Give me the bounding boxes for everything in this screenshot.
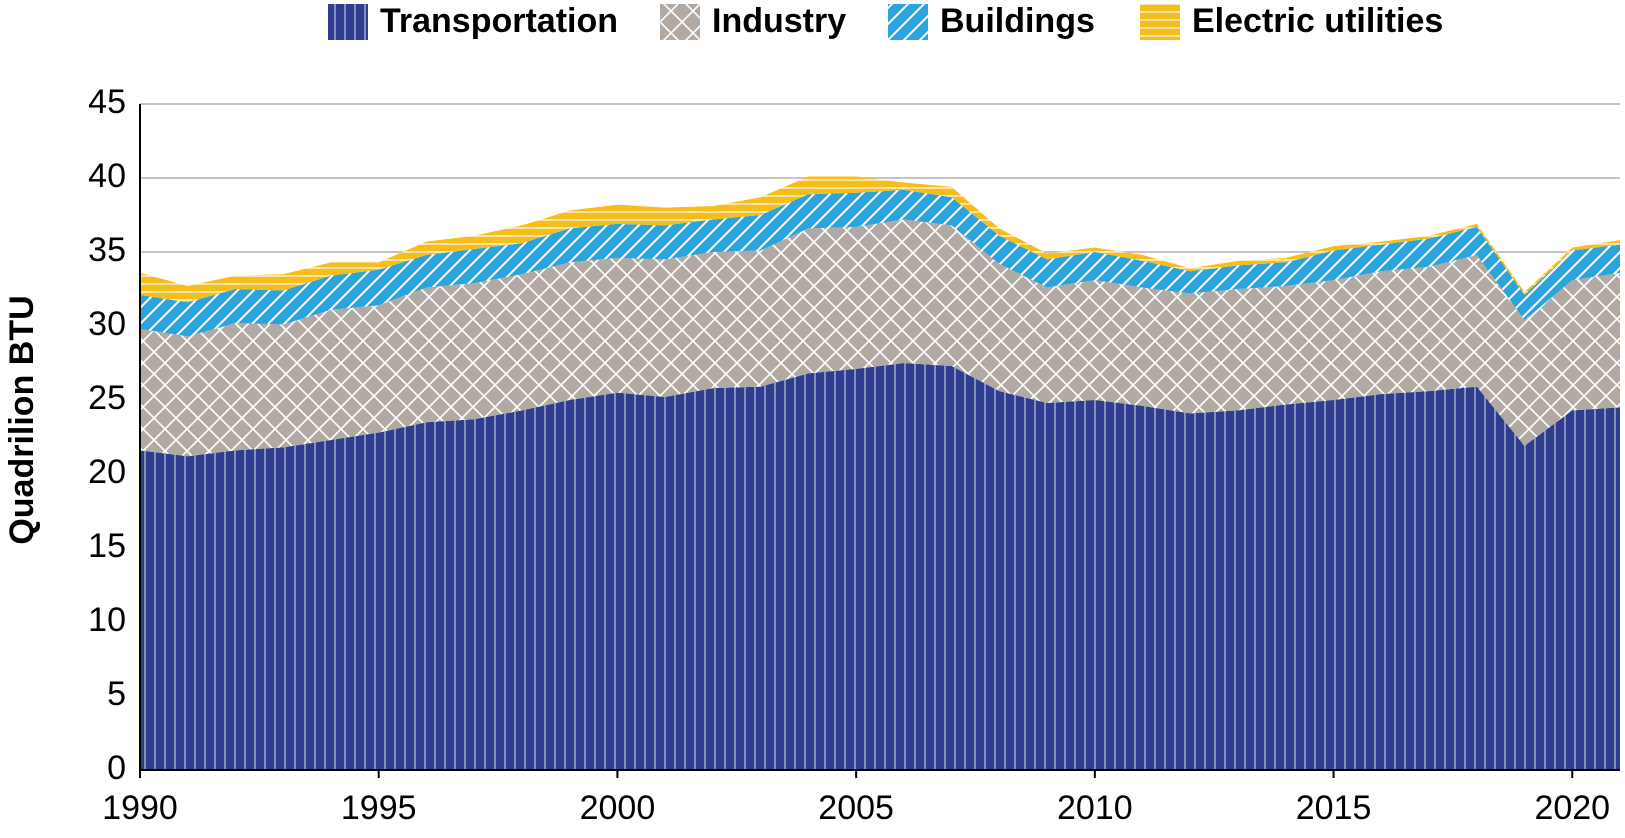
y-tick-label: 25: [88, 379, 126, 417]
y-tick-label: 0: [107, 749, 126, 787]
y-tick-label: 35: [88, 231, 126, 269]
legend-text: Electric utilities: [1192, 2, 1443, 40]
legend-text: Buildings: [940, 2, 1095, 40]
legend-text: Industry: [712, 2, 846, 40]
y-tick-label: 5: [107, 675, 126, 713]
y-tick-label: 15: [88, 527, 126, 565]
y-tick-label: 20: [88, 453, 126, 491]
x-tick-label: 2000: [580, 789, 656, 827]
y-tick-label: 45: [88, 83, 126, 121]
legend-swatch: [1140, 4, 1180, 40]
y-tick-label: 30: [88, 305, 126, 343]
area: [140, 219, 1620, 457]
x-tick-label: 1995: [341, 789, 417, 827]
area: [140, 189, 1620, 337]
y-tick-label: 10: [88, 601, 126, 639]
x-tick-label: 2005: [818, 789, 894, 827]
x-tick-label: 2020: [1534, 789, 1610, 827]
x-tick-label: 2010: [1057, 789, 1133, 827]
x-tick-label: 1990: [102, 789, 178, 827]
legend-swatch: [888, 4, 928, 40]
y-tick-label: 40: [88, 157, 126, 195]
legend-swatch: [328, 4, 368, 40]
legend-text: Transportation: [380, 2, 618, 40]
area: [140, 363, 1620, 770]
legend-swatch: [660, 4, 700, 40]
x-tick-label: 2015: [1296, 789, 1372, 827]
y-axis-label: Quadrilion BTU: [3, 295, 41, 544]
